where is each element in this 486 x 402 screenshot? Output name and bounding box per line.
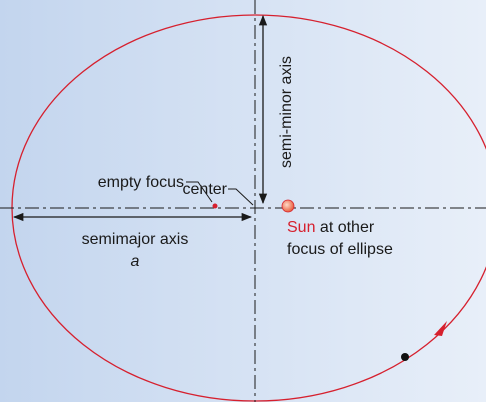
sun-label-line2: focus of ellipse bbox=[287, 241, 393, 258]
sun-word: Sun bbox=[287, 219, 315, 236]
planet bbox=[401, 353, 409, 361]
semi-minor-label: semi-minor axis bbox=[278, 56, 295, 168]
empty-focus-label: empty focus bbox=[98, 174, 184, 191]
center-leader bbox=[228, 188, 254, 206]
empty-focus-dot bbox=[212, 203, 218, 209]
center-label: center bbox=[183, 181, 228, 198]
orbit-direction-arrow bbox=[434, 321, 447, 336]
sun bbox=[281, 199, 295, 213]
empty-focus-leader bbox=[186, 181, 213, 203]
semimajor-label: semimajor axis bbox=[82, 231, 189, 248]
sun-label: Sun at other bbox=[287, 219, 375, 236]
sun-rest: at other bbox=[320, 219, 375, 236]
semimajor-symbol: a bbox=[131, 253, 140, 270]
